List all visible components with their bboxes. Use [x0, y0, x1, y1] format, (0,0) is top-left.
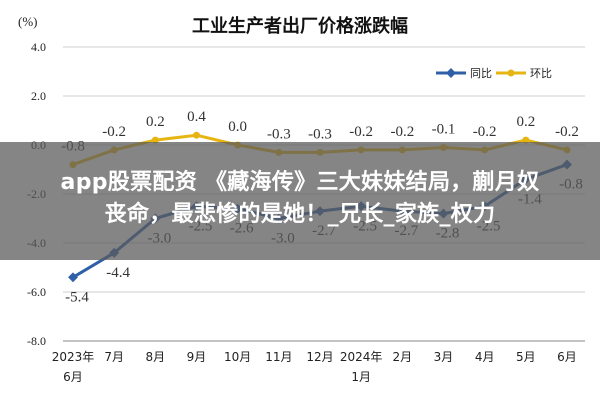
x-tick-label: 8月	[146, 350, 166, 364]
data-label: -0.2	[555, 124, 579, 140]
data-label: 0.2	[516, 114, 535, 130]
x-tick-label: 10月	[224, 350, 251, 364]
x-tick-label: 2月	[393, 350, 413, 364]
x-tick-label: 2023年 6月	[52, 350, 95, 384]
x-tick-label: 6月	[557, 350, 577, 364]
data-label: -0.3	[267, 126, 291, 142]
overlay-band	[0, 142, 600, 260]
legend-label: 同比	[470, 67, 492, 80]
unit-label: (%)	[18, 14, 38, 29]
x-tick-label: 3月	[434, 350, 454, 364]
data-label: 0.2	[146, 114, 165, 130]
data-label: -0.1	[432, 121, 456, 137]
y-tick-label: 4.0	[31, 40, 46, 54]
overlay-headline-line2[interactable]: 丧命，最悲惨的是她！_兄长_家族_权力	[104, 202, 496, 227]
y-tick-label: -8.0	[27, 334, 46, 348]
x-tick-label: 2024年 1月	[340, 350, 383, 384]
x-tick-label: 11月	[265, 350, 292, 364]
legend: 同比 环比	[436, 67, 552, 80]
data-label: -0.2	[102, 124, 126, 140]
data-label: -0.2	[473, 124, 497, 140]
x-tick-label: 12月	[306, 350, 333, 364]
overlay-headline-line1[interactable]: app股票配资 《藏海传》三大妹妹结局，蒯月奴	[60, 170, 540, 195]
legend-marker	[446, 68, 456, 78]
legend-marker	[507, 69, 515, 77]
x-tick-label: 5月	[516, 350, 536, 364]
chart-title: 工业生产者出厂价格涨跌幅	[192, 15, 408, 37]
y-tick-label: 2.0	[31, 89, 46, 103]
x-tick-label: 4月	[475, 350, 495, 364]
y-tick-label: -6.0	[27, 285, 46, 299]
data-label: -0.2	[349, 124, 373, 140]
data-point	[522, 136, 530, 144]
x-tick-label: 7月	[104, 350, 124, 364]
data-label: -0.2	[390, 124, 414, 140]
data-point	[193, 131, 200, 139]
data-label: 0.0	[228, 119, 247, 135]
x-tick-label: 9月	[187, 350, 207, 364]
data-label: -0.3	[308, 126, 332, 142]
legend-label: 环比	[530, 67, 552, 80]
data-point	[151, 136, 159, 144]
data-label: -5.4	[65, 289, 89, 305]
data-label: 0.4	[187, 109, 206, 125]
data-label: -4.4	[106, 265, 130, 281]
